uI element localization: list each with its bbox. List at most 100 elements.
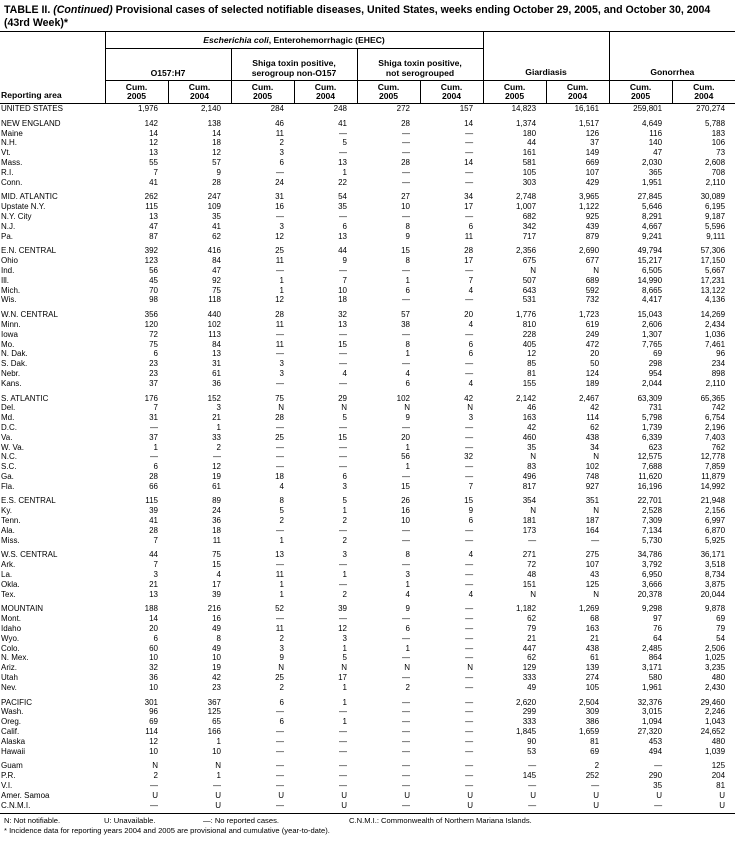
- value-cell: —: [276, 525, 284, 535]
- value-cell: 386: [585, 717, 600, 727]
- value-cell: 56: [149, 265, 158, 275]
- value-cell: 23: [149, 359, 158, 369]
- value-cell: —: [465, 177, 474, 187]
- value-cell: 60: [149, 643, 158, 653]
- value-cell: 11,879: [701, 471, 726, 481]
- value-cell: 356: [144, 310, 158, 320]
- value-cell: 161: [522, 148, 537, 158]
- shiga-non-o157-line1: Shiga toxin positive,: [252, 58, 336, 68]
- value-cell: 2,196: [705, 422, 726, 432]
- table-row: Mass. 55 57 6 13 28 14 581 669 2,030 2,608: [0, 158, 735, 168]
- value-cell: 12,575: [637, 452, 663, 462]
- reporting-area-cell: Ark.: [1, 560, 16, 570]
- value-cell: —: [465, 138, 474, 148]
- value-cell: —: [402, 295, 410, 305]
- value-cell: —: [402, 422, 410, 432]
- value-cell: 11: [275, 570, 284, 580]
- value-cell: 102: [396, 393, 410, 403]
- value-cell: 351: [585, 496, 600, 506]
- value-cell: —: [276, 422, 284, 432]
- value-cell: —: [276, 614, 284, 624]
- value-cell: —: [465, 682, 474, 692]
- value-cell: —: [465, 761, 474, 771]
- value-cell: 342: [522, 221, 537, 231]
- value-cell: 682: [522, 211, 537, 221]
- value-cell: 2,528: [642, 506, 663, 516]
- value-cell: 19: [212, 471, 221, 481]
- value-cell: 309: [585, 707, 600, 717]
- value-cell: 748: [585, 471, 600, 481]
- table-row: E.N. CENTRAL 392 416 25 44 15 28 2,356 2,690 49,7…: [0, 246, 735, 256]
- value-cell: 1: [405, 442, 410, 452]
- table-title: TABLE II. (Continued) Provisional cases …: [0, 0, 735, 32]
- value-cell: 9: [342, 256, 347, 266]
- value-cell: 2,044: [642, 378, 663, 388]
- value-cell: 1: [216, 736, 221, 746]
- table-row: Colo. 60 49 3 1 1 — 447 438 2,485 2,506: [0, 644, 735, 654]
- value-cell: 27: [401, 192, 410, 202]
- value-cell: 69: [653, 349, 663, 359]
- table-row: Nebr. 23 61 3 4 4 — 81 124 954 898: [0, 369, 735, 379]
- value-cell: 4: [279, 481, 284, 491]
- value-cell: 72: [149, 329, 158, 339]
- value-cell: 1,182: [516, 604, 537, 614]
- reporting-area-cell: Wash.: [1, 707, 24, 717]
- value-cell: 65,365: [700, 393, 726, 403]
- value-cell: 181: [522, 516, 537, 526]
- value-cell: 7,309: [642, 516, 663, 526]
- value-cell: 38: [401, 319, 410, 329]
- value-cell: 367: [207, 697, 221, 707]
- value-cell: 2,485: [642, 643, 663, 653]
- table-row: MID. ATLANTIC 262 247 31 54 27 34 2,748 3,965 27,…: [0, 192, 735, 202]
- value-cell: 125: [207, 707, 221, 717]
- value-cell: —: [465, 727, 474, 737]
- value-cell: 2: [594, 761, 600, 771]
- value-cell: 1: [216, 422, 221, 432]
- value-cell: 2,246: [705, 707, 726, 717]
- value-cell: 4: [405, 589, 410, 599]
- value-cell: 57: [212, 157, 221, 167]
- value-cell: 1,122: [579, 202, 600, 212]
- value-cell: 1: [405, 275, 410, 285]
- value-cell: 392: [144, 246, 158, 256]
- value-cell: 28: [401, 157, 410, 167]
- value-cell: 290: [648, 771, 663, 781]
- reporting-area-cell: Calif.: [1, 727, 20, 737]
- table-row: N.H. 12 18 2 5 — — 44 37 140 106: [0, 138, 735, 148]
- value-cell: 3: [405, 570, 410, 580]
- col-group-gonorrhea: Gonorrhea: [609, 32, 735, 81]
- value-cell: 17: [212, 579, 221, 589]
- legend-not-notifiable: N: Not notifiable.: [4, 816, 61, 826]
- value-cell: —: [213, 452, 221, 462]
- value-cell: 163: [585, 624, 600, 634]
- reporting-area-cell: Ala.: [1, 525, 15, 535]
- table-row: Oreg. 69 65 6 1— —333 386 1,094 1,043: [0, 717, 735, 727]
- value-cell: —: [276, 771, 284, 781]
- value-cell: 6,754: [705, 413, 726, 423]
- value-cell: N: [341, 403, 347, 413]
- value-cell: 10: [338, 285, 347, 295]
- value-cell: 1: [342, 167, 347, 177]
- value-cell: 3: [279, 148, 284, 158]
- value-cell: 216: [207, 604, 221, 614]
- value-cell: 472: [585, 339, 600, 349]
- value-cell: —: [465, 746, 474, 756]
- value-cell: 42: [527, 422, 537, 432]
- reporting-area-cell: Upstate N.Y.: [1, 202, 46, 212]
- value-cell: 3: [342, 550, 347, 560]
- value-cell: 126: [585, 128, 600, 138]
- value-cell: —: [402, 535, 410, 545]
- value-cell: 717: [522, 231, 537, 241]
- table-row: PACIFIC 301 367 6 1 — — 2,620 2,504 32,376 29,460: [0, 698, 735, 708]
- table-row: Calif. 114 166 — — — — 1,845 1,659 27,320 24,652: [0, 727, 735, 737]
- table-row: V.I. — — — — — — — — 35 81: [0, 781, 735, 791]
- value-cell: 6: [468, 349, 474, 359]
- value-cell: 6,997: [705, 516, 726, 526]
- reporting-area-cell: Del.: [1, 403, 16, 413]
- value-cell: —: [276, 349, 284, 359]
- value-cell: 17: [338, 673, 347, 683]
- value-cell: 32: [338, 310, 347, 320]
- value-cell: 581: [522, 157, 537, 167]
- value-cell: 12: [275, 231, 284, 241]
- table-row: Guam N N — — — — — 2 — 125: [0, 761, 735, 771]
